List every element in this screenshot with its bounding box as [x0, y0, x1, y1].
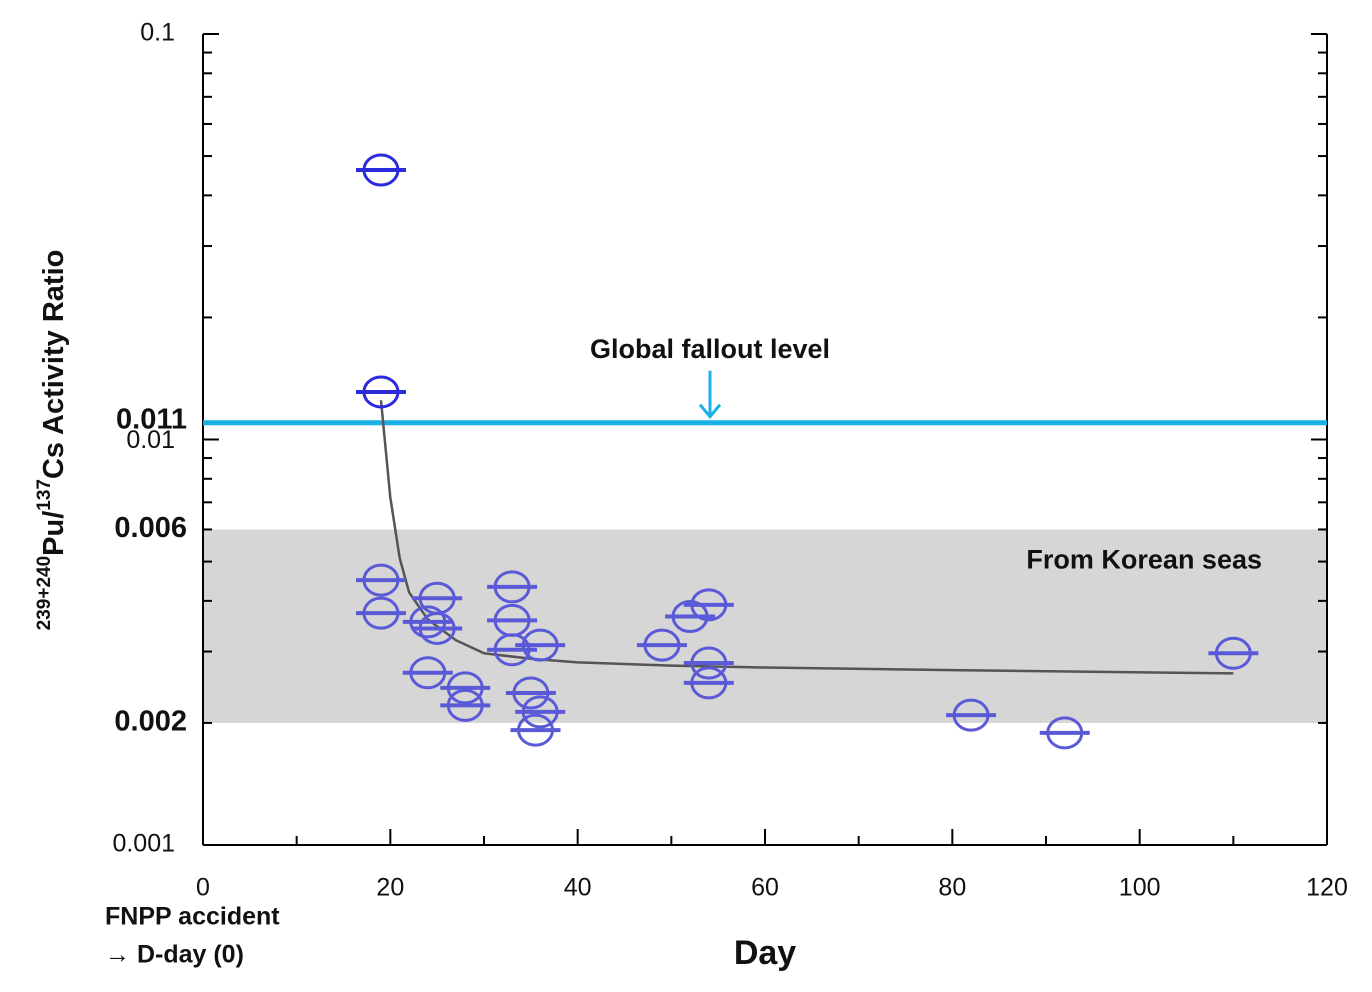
- y-label-part: 239+240: [34, 556, 55, 631]
- y-axis-label: 239+240Pu/137Cs Activity Ratio: [34, 250, 70, 631]
- data-point: [440, 688, 491, 722]
- axes-layer: 0.001 0.01 0.1 0.011 0.006 0.002 0 20 40 60 80 100 1…: [112, 19, 1347, 902]
- data-point: [1039, 716, 1090, 750]
- reference-label: Global fallout level: [590, 334, 830, 364]
- y-tick-label: 0.01: [126, 426, 175, 454]
- x-tick-label: 40: [564, 874, 592, 902]
- data-point: [683, 666, 734, 700]
- reference-arrow: [698, 370, 722, 420]
- data-point: [355, 153, 406, 187]
- band-label: From Korean seas: [1026, 545, 1262, 575]
- data-point: [355, 596, 406, 630]
- x-note: → D-day (0): [105, 941, 244, 969]
- x-tick-label: 120: [1306, 874, 1348, 902]
- data-point: [946, 698, 997, 732]
- data-point: [487, 633, 538, 667]
- y-label-part: Cs Activity Ratio: [38, 250, 70, 479]
- data-point: [487, 570, 538, 604]
- data-point: [402, 605, 453, 639]
- data-point: [515, 628, 566, 662]
- x-tick-label: 80: [938, 874, 966, 902]
- data-point: [412, 611, 463, 645]
- y-label-part: Pu/: [38, 511, 70, 556]
- y-tick-label: 0.001: [112, 830, 175, 858]
- y-tick-label: 0.1: [140, 19, 175, 47]
- data-point: [505, 676, 556, 710]
- x-tick-label: 60: [751, 874, 779, 902]
- fit-curve: [379, 400, 1234, 675]
- data-point: [665, 600, 716, 634]
- data-point: [510, 713, 561, 747]
- x-tick-label: 100: [1119, 874, 1161, 902]
- data-point: [355, 375, 406, 409]
- x-note: FNPP accident: [105, 903, 280, 931]
- y-label-part: 137: [34, 479, 55, 511]
- x-tick-label: 0: [196, 874, 210, 902]
- data-point: [683, 588, 734, 622]
- highlighted-y-label: 0.011: [116, 403, 187, 435]
- data-point: [355, 563, 406, 597]
- data-layer: Global fallout level: [203, 153, 1327, 750]
- highlighted-y-label: 0.002: [114, 706, 187, 738]
- data-point: [440, 671, 491, 705]
- x-tick-label: 20: [376, 874, 404, 902]
- data-point: [636, 628, 687, 662]
- data-point: [515, 695, 566, 729]
- data-point: [683, 646, 734, 680]
- data-point: [402, 656, 453, 690]
- highlighted-y-label: 0.006: [114, 512, 187, 544]
- data-point: [1208, 636, 1259, 670]
- x-axis-label: Day: [734, 934, 796, 972]
